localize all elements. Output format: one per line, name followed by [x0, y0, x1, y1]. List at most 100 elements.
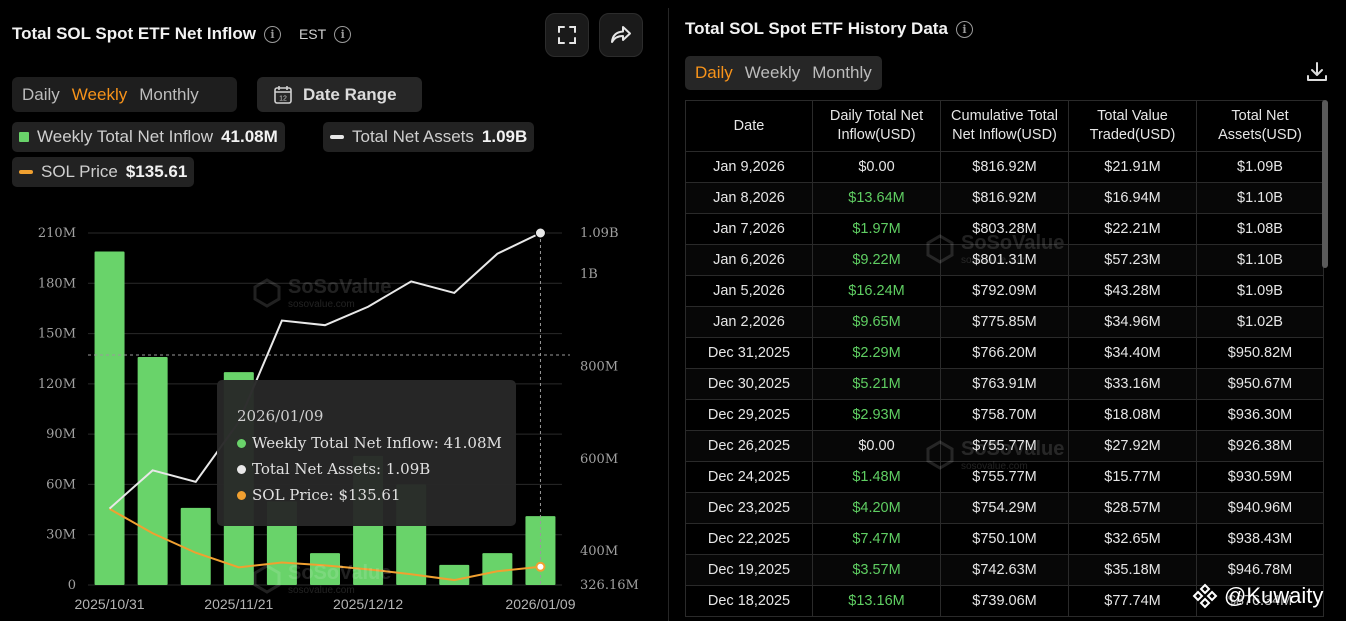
table-row[interactable]: Jan 5,2026 $16.24M $792.09M $43.28M $1.09B [685, 275, 1324, 307]
table-row[interactable]: Dec 30,2025 $5.21M $763.91M $33.16M $950.67M [685, 368, 1324, 400]
watermark: SoSoValue sosovalue.com [925, 438, 1064, 472]
y-left-tick-label: 60M [46, 477, 76, 492]
history-table: Date Daily Total Net Inflow(USD) Cumulativ… [685, 100, 1324, 617]
table-cell: $1.10B [1196, 182, 1324, 214]
table-row[interactable]: Jan 9,2026 $0.00 $816.92M $21.91M $1.09B [685, 151, 1324, 183]
table-cell: $754.29M [940, 492, 1069, 524]
legend-total-net-assets[interactable]: Total Net Assets 1.09B [323, 122, 535, 152]
bar [525, 516, 556, 585]
table-cell: Dec 29,2025 [685, 399, 813, 431]
table-cell: $34.40M [1068, 337, 1197, 369]
table-row[interactable]: Jan 7,2026 $1.97M $803.28M $22.21M $1.08B [685, 213, 1324, 245]
period-selector: Daily Weekly Monthly [12, 77, 237, 112]
table-cell: $946.78M [1196, 554, 1324, 586]
bar [94, 251, 125, 585]
table-cell: $16.94M [1068, 182, 1197, 214]
table-row[interactable]: Dec 29,2025 $2.93M $758.70M $18.08M $936.30M [685, 399, 1324, 431]
sosovalue-logo-icon [253, 278, 281, 308]
table-cell: $1.97M [812, 213, 941, 245]
table-cell: $0.00 [812, 430, 941, 462]
watermark-brand: SoSoValue [288, 276, 392, 298]
svg-text:12: 12 [279, 95, 287, 102]
table-cell: Jan 9,2026 [685, 151, 813, 183]
table-scrollbar[interactable] [1322, 100, 1328, 268]
table-cell: $766.20M [940, 337, 1069, 369]
table-row[interactable]: Dec 24,2025 $1.48M $755.77M $15.77M $930.59M [685, 461, 1324, 493]
chart-title: Total SOL Spot ETF Net Inflow [12, 24, 256, 43]
table-row[interactable]: Dec 31,2025 $2.29M $766.20M $34.40M $950.82M [685, 337, 1324, 369]
table-row[interactable]: Jan 8,2026 $13.64M $816.92M $16.94M $1.10B [685, 182, 1324, 214]
table-row[interactable]: Dec 19,2025 $3.57M $742.63M $35.18M $946.78M [685, 554, 1324, 586]
share-button[interactable] [599, 13, 643, 57]
table-cell: $950.82M [1196, 337, 1324, 369]
info-icon[interactable]: i [263, 25, 281, 43]
watermark-brand: SoSoValue [288, 562, 392, 584]
legend-inflow-label: Weekly Total Net Inflow [37, 127, 214, 146]
tab-daily[interactable]: Daily [695, 63, 733, 82]
table-cell: $2.93M [812, 399, 941, 431]
watermark-bottom: SoSoValue sosovalue.com [252, 562, 391, 596]
y-right-tick-label: 600M [580, 452, 618, 467]
net-inflow-panel: Total SOL Spot ETF Net Inflow i EST i Da… [0, 0, 668, 621]
fullscreen-button[interactable] [545, 13, 589, 57]
total-net-assets-line [108, 232, 541, 510]
table-cell: $816.92M [940, 182, 1069, 214]
bar [439, 564, 470, 585]
table-row[interactable]: Dec 23,2025 $4.20M $754.29M $28.57M $940.96M [685, 492, 1324, 524]
table-cell: $938.43M [1196, 523, 1324, 555]
inflow-chart[interactable]: 0 30M 60M 90M 120M 150M 180M 210M 326.16M 400M 600… [0, 0, 668, 621]
y-left-tick-label: 120M [38, 377, 76, 392]
y-left-tick-label: 0 [68, 578, 76, 593]
green-swatch-icon [19, 132, 29, 142]
table-cell: Dec 22,2025 [685, 523, 813, 555]
y-right-tick-label: 326.16M [580, 578, 639, 593]
tab-weekly[interactable]: Weekly [744, 63, 801, 82]
y-right-tick-label: 800M [580, 360, 618, 375]
table-cell: $77.74M [1068, 585, 1197, 617]
table-cell: $1.09B [1196, 151, 1324, 183]
green-dot-icon [237, 438, 246, 448]
table-cell: $16.24M [812, 275, 941, 307]
bar [482, 553, 513, 585]
legend-weekly-inflow[interactable]: Weekly Total Net Inflow 41.08M [12, 122, 285, 152]
bar [180, 507, 211, 585]
table-cell: $803.28M [940, 213, 1069, 245]
download-button[interactable] [1305, 60, 1329, 89]
tab-monthly[interactable]: Monthly [812, 63, 872, 82]
info-icon[interactable]: i [955, 20, 973, 38]
source-handle-text: @Kuwaity [1224, 583, 1324, 608]
table-cell: $1.48M [812, 461, 941, 493]
legend-assets-label: Total Net Assets [352, 127, 474, 146]
table-row[interactable]: Dec 18,2025 $13.16M $739.06M $77.74M $876.34… [685, 585, 1324, 617]
watermark-brand: SoSoValue [961, 232, 1065, 254]
table-cell: $4.20M [812, 492, 941, 524]
table-cell: $32.65M [1068, 523, 1197, 555]
history-title: Total SOL Spot ETF History Data [685, 19, 948, 38]
table-cell: $801.31M [940, 244, 1069, 276]
y-left-tick-label: 180M [38, 276, 76, 291]
table-cell: $27.92M [1068, 430, 1197, 462]
tab-daily[interactable]: Daily [22, 84, 60, 104]
table-row[interactable]: Dec 26,2025 $0.00 $755.77M $27.92M $926.38M [685, 430, 1324, 462]
legend-sol-price[interactable]: SOL Price $135.61 [12, 157, 195, 187]
table-cell: $755.77M [940, 430, 1069, 462]
x-tick-label: 2025/10/31 [75, 596, 145, 612]
tab-monthly[interactable]: Monthly [139, 84, 199, 104]
table-cell: $775.85M [940, 306, 1069, 338]
history-header: Total SOL Spot ETF History Data i [685, 19, 973, 39]
table-row[interactable]: Dec 22,2025 $7.47M $750.10M $32.65M $938.43M [685, 523, 1324, 555]
y-right-tick-label: 400M [580, 544, 618, 559]
table-row[interactable]: Jan 2,2026 $9.65M $775.85M $34.96M $1.02B [685, 306, 1324, 338]
table-cell: $13.64M [812, 182, 941, 214]
source-handle: @Kuwaity [1192, 583, 1323, 609]
tab-weekly[interactable]: Weekly [71, 84, 128, 104]
x-tick-label: 2026/01/09 [505, 596, 575, 612]
column-header: Date [685, 100, 813, 152]
table-cell: Dec 24,2025 [685, 461, 813, 493]
table-cell: $21.91M [1068, 151, 1197, 183]
table-cell: $763.91M [940, 368, 1069, 400]
table-cell: $15.77M [1068, 461, 1197, 493]
binance-square-icon [1192, 583, 1218, 609]
timezone-info-icon[interactable]: i [334, 25, 352, 43]
date-range-button[interactable]: 12 Date Range [257, 77, 422, 112]
